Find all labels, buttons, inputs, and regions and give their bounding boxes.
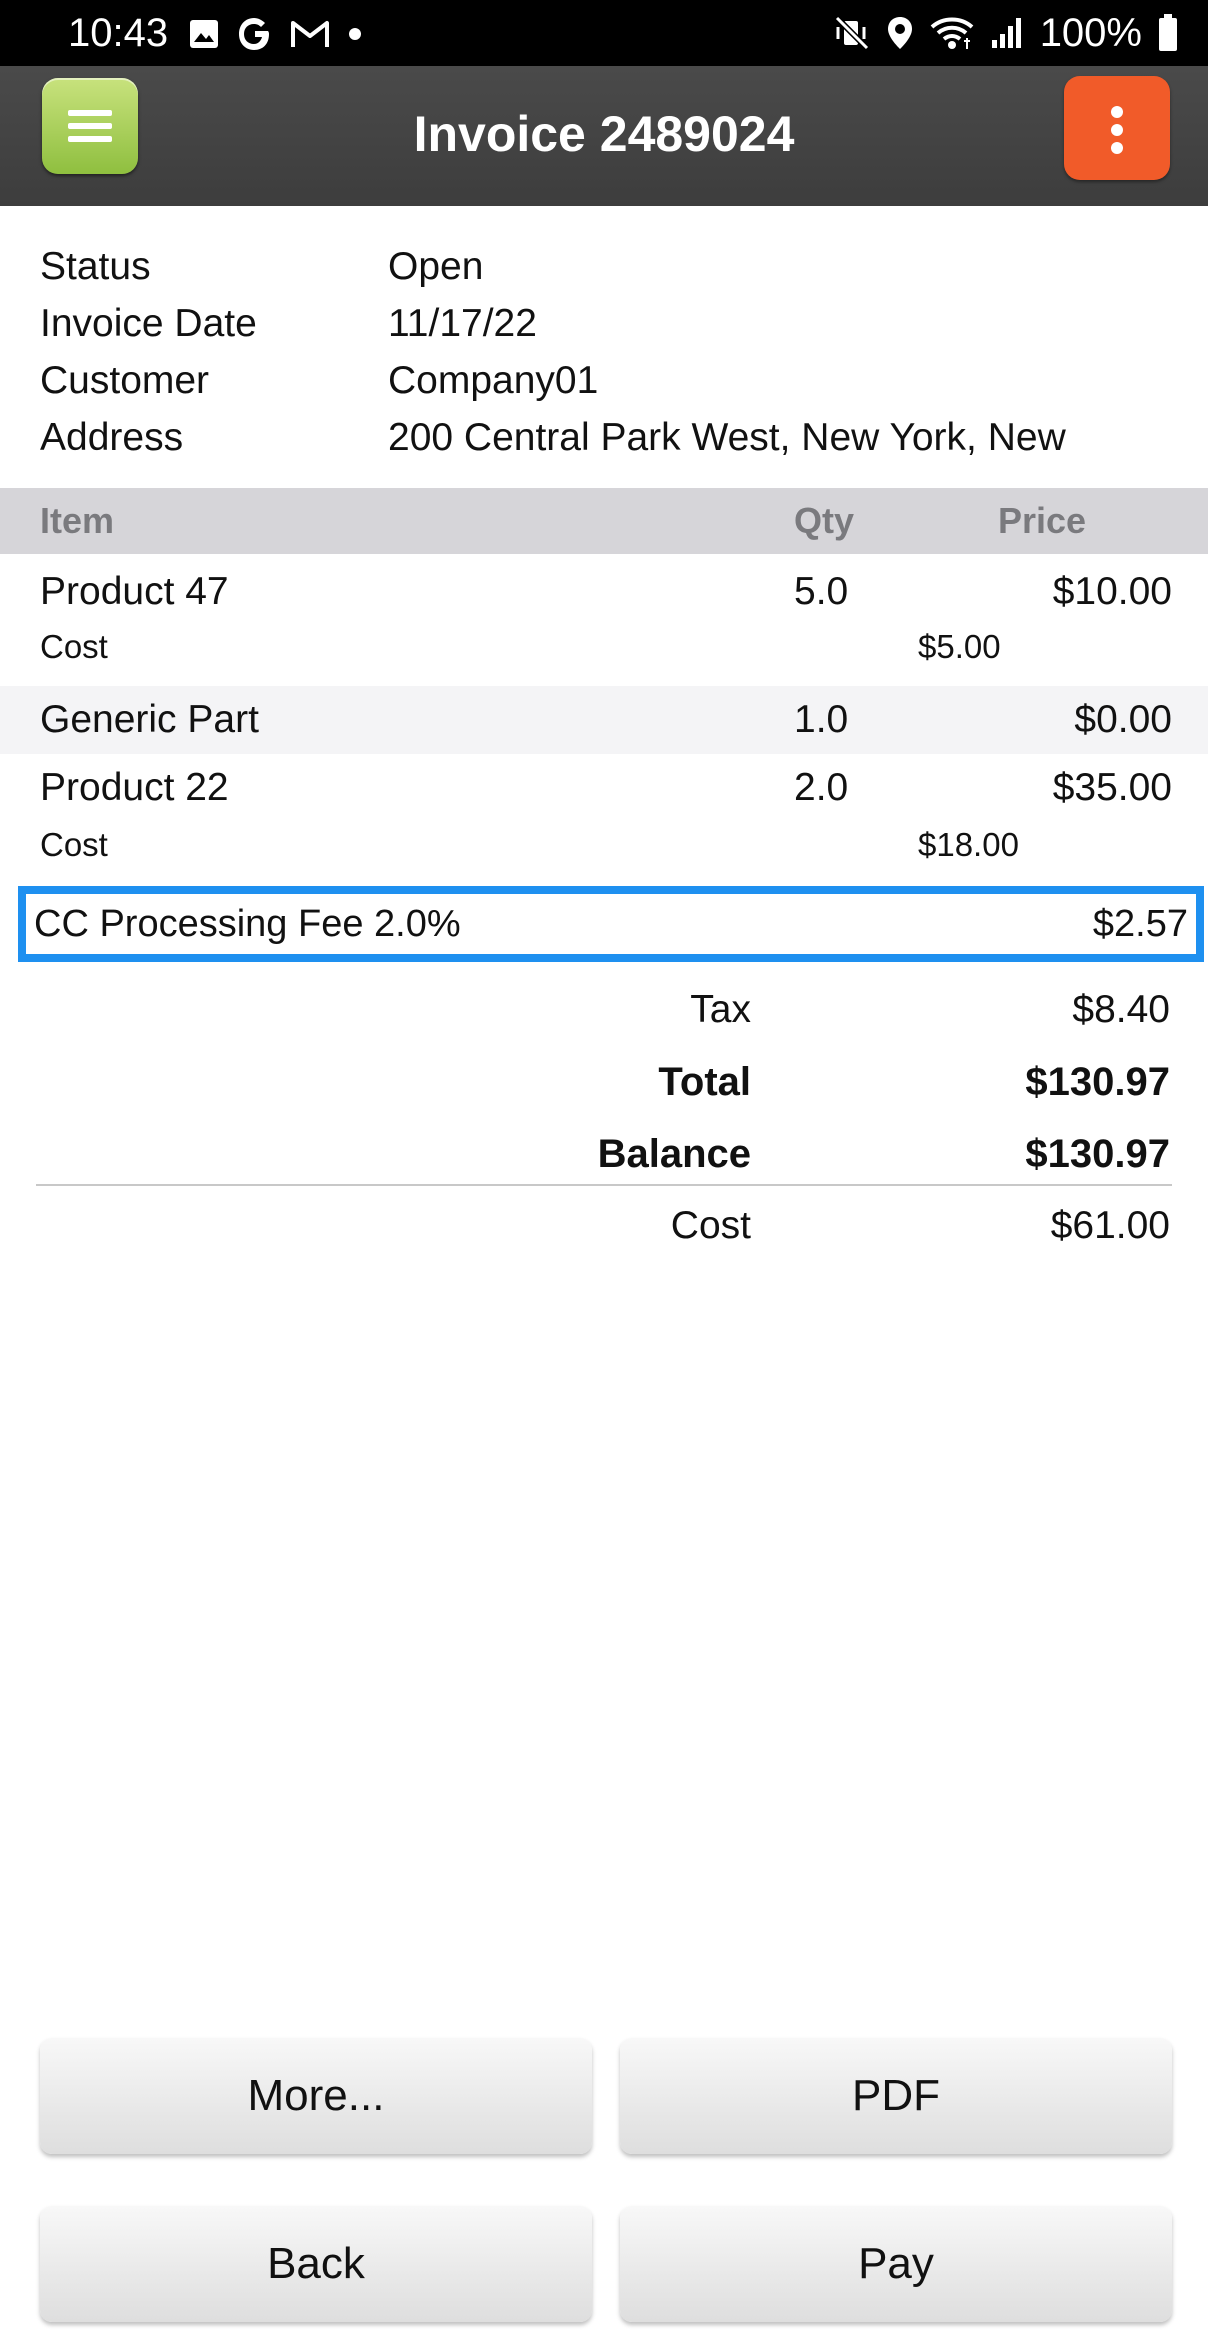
table-header: Item Qty Price [0,488,1208,554]
balance-label: Balance [597,1132,751,1176]
line-item-qty: 1.0 [794,698,849,741]
page-title: Invoice 2489024 [413,106,795,162]
cost-row: Cost $61.00 [0,1190,1208,1262]
location-icon [887,17,912,49]
signal-icon [991,18,1021,48]
line-item-price: $0.00 [1074,698,1172,741]
line-item-cost: $5.00 [918,628,1001,665]
tax-row: Tax $8.40 [0,974,1208,1046]
line-item-qty: 2.0 [794,766,849,809]
wifi-icon [930,17,974,49]
table-row[interactable]: Product 47 5.0 $10.00 Cost $5.00 [0,560,1208,680]
status-time: 10:43 [68,11,169,55]
balance-value: $130.97 [1025,1132,1170,1176]
column-header-price: Price [998,500,1087,541]
image-icon [190,20,218,48]
notification-icons [188,14,362,54]
system-icons: 100% [834,10,1178,56]
balance-row: Balance $130.97 [0,1118,1208,1190]
column-header-item: Item [40,500,115,541]
dot-icon [349,28,361,40]
info-label: Customer [40,359,210,402]
total-value: $130.97 [1025,1060,1170,1104]
fee-amount: $2.57 [1092,903,1188,945]
battery-icon [1159,14,1177,51]
info-value: 11/17/22 [388,302,537,345]
info-value: 200 Central Park West, New York, New [388,416,1066,459]
line-item-qty: 5.0 [794,570,849,613]
total-row: Total $130.97 [0,1046,1208,1118]
tax-value: $8.40 [1072,988,1170,1031]
column-header-qty: Qty [794,500,855,541]
total-label: Total [658,1060,751,1104]
pay-button[interactable]: Pay [620,2206,1172,2322]
line-item-name: Product 22 [40,766,229,809]
mute-vibrate-icon [834,15,869,51]
more-button[interactable]: More... [40,2038,592,2154]
gmail-icon [291,21,329,47]
total-cost-value: $61.00 [1050,1204,1170,1247]
google-icon [239,18,269,50]
info-value: Open [388,245,484,288]
back-button[interactable]: Back [40,2206,592,2322]
status-bar: 10:43 [0,0,1208,66]
tax-label: Tax [690,988,751,1031]
cc-processing-fee-row[interactable]: CC Processing Fee 2.0% $2.57 [18,886,1204,962]
info-label: Status [40,245,151,288]
line-item-price: $35.00 [1052,766,1172,809]
line-item-name: Generic Part [40,698,259,741]
fee-label: CC Processing Fee 2.0% [34,903,461,945]
line-item-cost: $18.00 [918,826,1019,863]
line-item-name: Product 47 [40,570,229,613]
info-label: Address [40,416,184,459]
info-label: Invoice Date [40,302,257,345]
pdf-button[interactable]: PDF [620,2038,1172,2154]
line-item-cost-label: Cost [40,628,108,665]
battery-percent: 100% [1039,11,1142,55]
menu-button[interactable] [42,78,138,174]
line-item-price: $10.00 [1052,570,1172,613]
info-value: Company01 [388,359,599,402]
title-bar: Invoice 2489024 [0,66,1208,206]
line-item-cost-label: Cost [40,826,108,863]
table-row[interactable]: Product 22 2.0 $35.00 Cost $18.00 [0,758,1208,880]
table-row[interactable]: Generic Part 1.0 $0.00 [0,686,1208,754]
total-cost-label: Cost [670,1204,751,1247]
totals-divider [36,1184,1172,1186]
more-options-button[interactable] [1064,76,1170,180]
